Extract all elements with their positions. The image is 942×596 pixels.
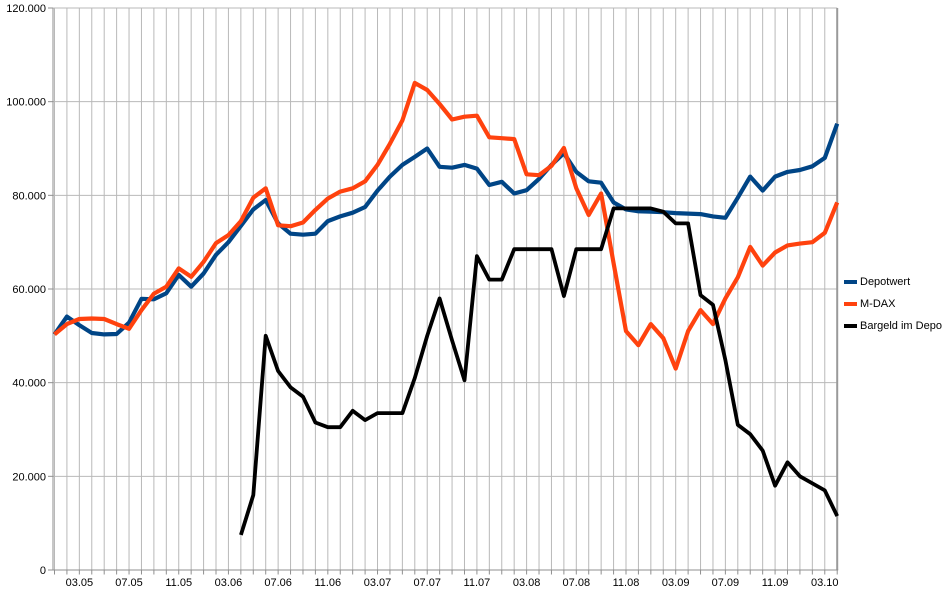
x-axis-label: 03.09: [662, 577, 690, 589]
x-axis-label: 03.07: [364, 577, 392, 589]
x-axis-label: 07.07: [413, 577, 441, 589]
legend-item-bargeld-im-depot: Bargeld im Depot: [844, 315, 942, 337]
x-axis-label: 03.08: [513, 577, 541, 589]
legend-label: Bargeld im Depot: [860, 320, 942, 332]
x-axis-label: 11.07: [464, 577, 491, 589]
x-axis-label: 03.05: [66, 577, 94, 589]
y-axis-label: 0: [40, 565, 46, 577]
x-axis-label: 07.05: [115, 577, 143, 589]
x-axis-label: 11.05: [165, 577, 192, 589]
m-dax-line-swatch: [844, 302, 857, 306]
x-axis-label: 03.10: [811, 577, 839, 589]
y-axis-label: 40.000: [12, 378, 46, 390]
bargeld-line-swatch: [844, 324, 857, 328]
x-axis-label: 07.08: [563, 577, 591, 589]
depotwert-line-swatch: [844, 280, 857, 284]
x-axis-label: 07.06: [264, 577, 292, 589]
legend-item-depotwert: Depotwert: [844, 271, 942, 293]
y-gridlines: [53, 7, 838, 477]
series-line-bargeld-im-depot: [239, 206, 839, 536]
y-axis-labels: 0 20.000 40.000 60.000 80.000 100.000 120.000: [6, 3, 46, 577]
x-axis-label: 11.08: [613, 577, 640, 589]
legend-item-m-dax: M-DAX: [844, 293, 942, 315]
y-axis-label: 60.000: [12, 284, 46, 296]
axes: [48, 7, 839, 575]
x-axis-labels: 03.05 07.05 11.05 03.06 07.06 11.06 03.07 07.07…: [66, 577, 839, 589]
series-line-depotwert: [52, 122, 840, 337]
y-axis-label: 120.000: [6, 3, 46, 15]
series-line-m-dax: [53, 80, 840, 371]
y-axis-label: 80.000: [12, 190, 46, 202]
legend: Depotwert M-DAX Bargeld im Depot: [844, 271, 942, 337]
legend-label: M-DAX: [860, 298, 896, 310]
x-axis-label: 11.06: [314, 577, 341, 589]
y-axis-label: 20.000: [12, 471, 46, 483]
x-axis-label: 11.09: [762, 577, 789, 589]
legend-label: Depotwert: [860, 276, 911, 288]
y-axis-label: 100.000: [6, 97, 46, 109]
x-axis-label: 03.06: [215, 577, 243, 589]
x-axis-label: 07.09: [712, 577, 740, 589]
